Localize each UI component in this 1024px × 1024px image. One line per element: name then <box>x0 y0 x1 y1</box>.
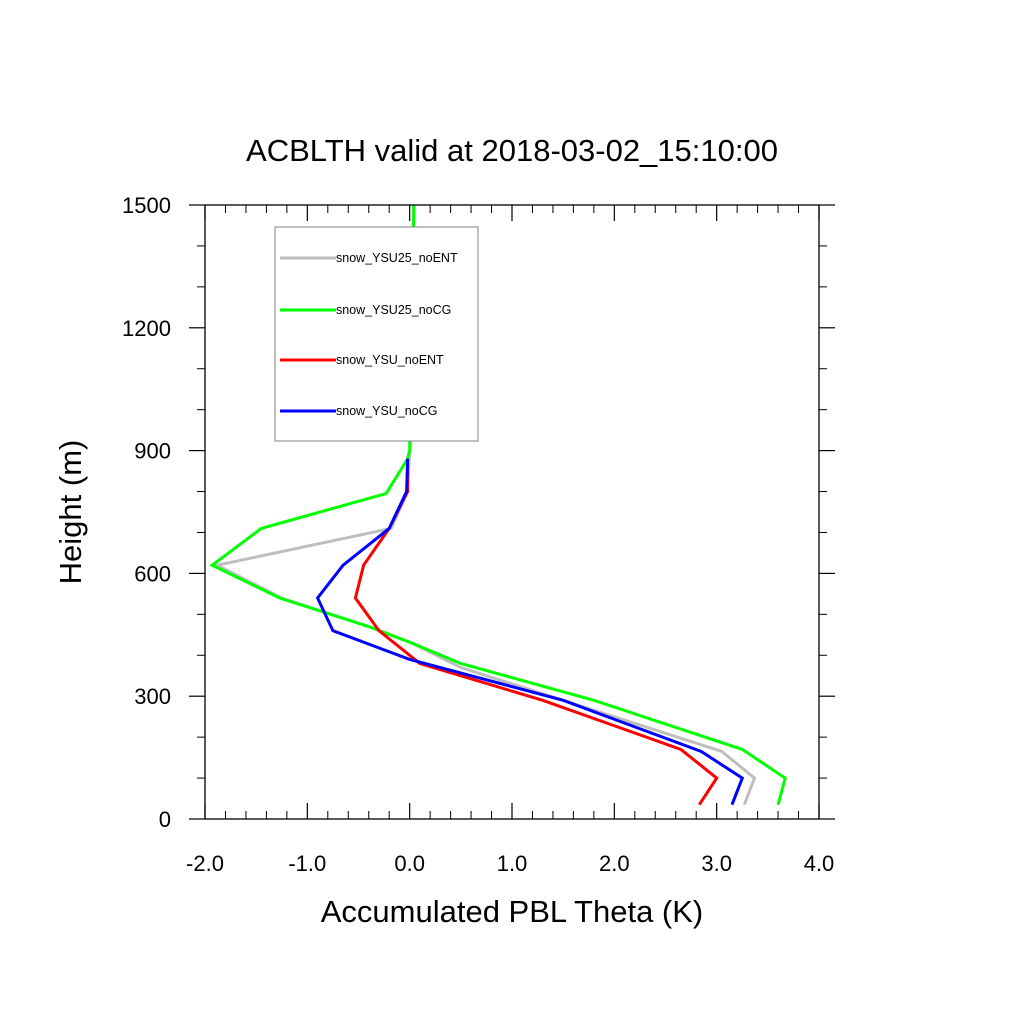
legend-label-snow-ysu-nocg: snow_YSU_noCG <box>336 404 437 418</box>
series-line-snow-ysu-nocg <box>315 458 745 806</box>
x-tick-label: 2.0 <box>599 851 630 876</box>
legend-label-snow-ysu25-noent: snow_YSU25_noENT <box>336 251 458 265</box>
chart-title: ACBLTH valid at 2018-03-02_15:10:00 <box>246 133 778 168</box>
legend-label-snow-ysu-noent: snow_YSU_noENT <box>336 353 444 367</box>
x-tick-label: 0.0 <box>394 851 425 876</box>
y-tick-label: 900 <box>134 439 171 464</box>
x-tick-label: -1.0 <box>288 851 326 876</box>
plot-frame <box>204 204 820 820</box>
axis-ticks: -2.0 -1.0 0.0 1.0 2.0 3.0 4.0 0 300 600 900 1200 150… <box>122 193 835 876</box>
y-axis-label: Height (m) <box>53 440 88 585</box>
x-axis-label: Accumulated PBL Theta (K) <box>321 894 704 929</box>
y-tick-label: 0 <box>159 807 171 832</box>
legend-label-snow-ysu25-nocg: snow_YSU25_noCG <box>336 303 451 317</box>
y-tick-label: 600 <box>134 561 171 586</box>
x-tick-label: 1.0 <box>497 851 528 876</box>
legend-box <box>274 226 479 442</box>
legend: snow_YSU25_noENT snow_YSU25_noCG snow_YSU_… <box>274 226 479 442</box>
y-tick-label: 300 <box>134 684 171 709</box>
x-tick-label: 3.0 <box>701 851 732 876</box>
x-tick-label: 4.0 <box>804 851 835 876</box>
x-tick-label: -2.0 <box>186 851 224 876</box>
y-tick-label: 1200 <box>122 316 171 341</box>
y-tick-label: 1500 <box>122 193 171 218</box>
